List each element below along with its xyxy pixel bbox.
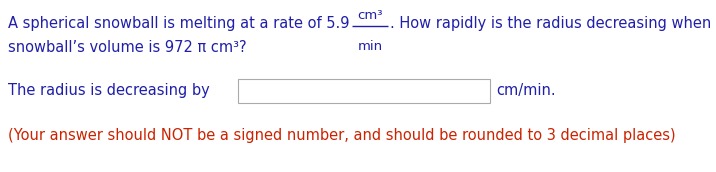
Text: . How rapidly is the radius decreasing when the: . How rapidly is the radius decreasing w…	[390, 16, 716, 31]
Text: min: min	[357, 40, 382, 53]
Text: The radius is decreasing by: The radius is decreasing by	[8, 83, 210, 98]
Text: snowball’s volume is 972 π cm³?: snowball’s volume is 972 π cm³?	[8, 40, 246, 55]
Text: (Your answer should NOT be a signed number, and should be rounded to 3 decimal p: (Your answer should NOT be a signed numb…	[8, 128, 676, 143]
Text: A spherical snowball is melting at a rate of 5.9: A spherical snowball is melting at a rat…	[8, 16, 349, 31]
Text: cm³: cm³	[357, 9, 383, 22]
FancyBboxPatch shape	[238, 79, 490, 103]
Text: cm/min.: cm/min.	[496, 83, 556, 98]
